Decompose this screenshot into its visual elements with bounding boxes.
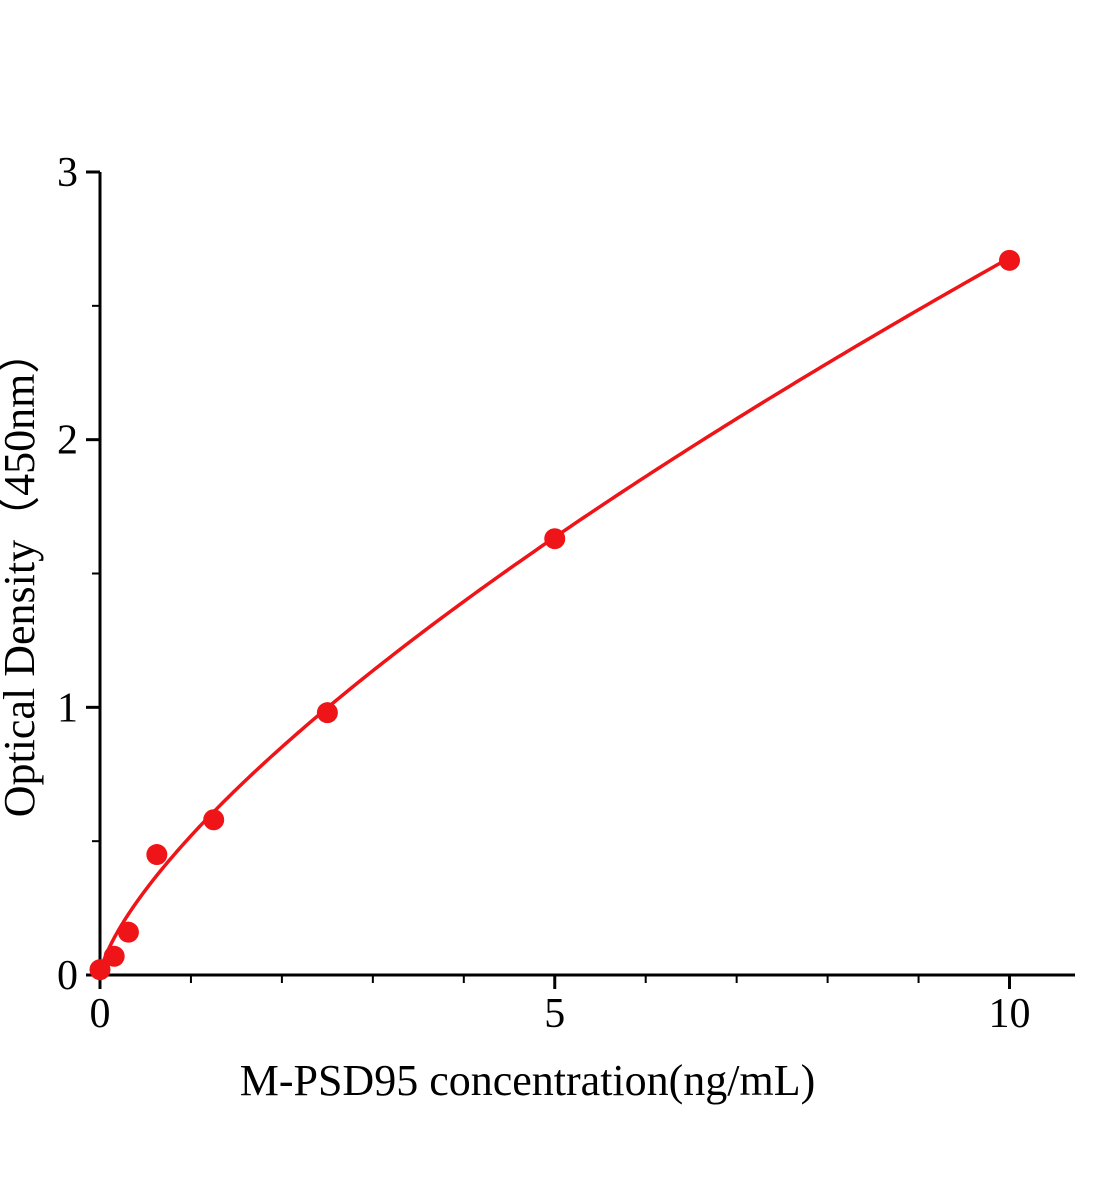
data-point <box>103 945 125 967</box>
y-tick-label: 3 <box>57 150 78 196</box>
y-tick-label: 2 <box>57 418 78 464</box>
data-point <box>117 921 139 943</box>
data-point <box>999 249 1021 271</box>
x-tick-label: 10 <box>989 991 1031 1037</box>
data-point <box>89 959 111 981</box>
x-tick-label: 0 <box>90 991 111 1037</box>
y-tick-label: 0 <box>57 953 78 999</box>
data-point <box>316 702 338 724</box>
data-point <box>146 844 168 866</box>
y-axis-title: Optical Density（450nm） <box>0 330 44 818</box>
data-point <box>203 809 225 831</box>
x-axis-title: M-PSD95 concentration(ng/mL) <box>240 1056 816 1105</box>
x-tick-label: 5 <box>544 991 565 1037</box>
fit-curve <box>98 256 1012 977</box>
data-point <box>544 528 566 550</box>
y-tick-label: 1 <box>57 685 78 731</box>
